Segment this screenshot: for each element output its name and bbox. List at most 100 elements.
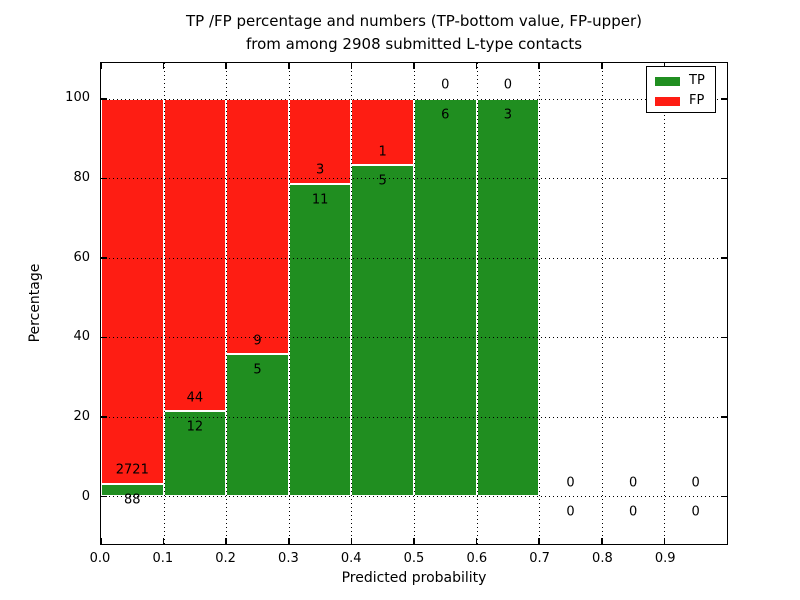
legend-label-tp: TP: [689, 73, 705, 88]
fp-count-label: 1: [378, 144, 387, 159]
fp-count-label: 2721: [115, 462, 149, 478]
y-tick-label: 40: [73, 329, 90, 345]
x-tick-mark: [350, 538, 353, 544]
y-gridline: [101, 496, 727, 498]
x-tick-label: 0.1: [152, 551, 174, 566]
y-gridline: [101, 98, 727, 100]
x-tick-mark: [663, 538, 666, 544]
x-gridline: [226, 63, 228, 544]
x-tick-mark: [413, 538, 415, 544]
tp-bar-segment: [476, 98, 540, 497]
y-tick-label: 100: [65, 89, 90, 105]
tp-count-label: 11: [311, 192, 329, 208]
x-tick-mark: [538, 63, 540, 69]
x-gridline: [414, 63, 415, 544]
y-tick-mark: [101, 495, 107, 498]
fp-bar-segment: [288, 98, 352, 184]
y-tick-mark: [721, 416, 727, 418]
x-tick-mark: [162, 63, 165, 69]
tp-count-label: 0: [691, 504, 700, 520]
tp-bar-segment: [288, 183, 352, 497]
fp-count-label: 0: [441, 77, 450, 93]
x-axis-label: Predicted probability: [341, 570, 487, 586]
tp-bar-segment: [351, 165, 414, 497]
tp-count-label: 3: [503, 107, 513, 123]
tp-color-swatch-icon: [655, 76, 680, 86]
y-tick-mark: [101, 336, 107, 339]
fp-count-label: 9: [253, 333, 262, 349]
tp-count-label: 88: [124, 492, 141, 508]
fp-count-label: 44: [186, 390, 204, 406]
y-tick-mark: [721, 98, 727, 100]
y-gridline: [101, 337, 727, 339]
x-tick-mark: [225, 63, 227, 69]
y-tick-mark: [101, 98, 107, 100]
y-tick-label: 60: [73, 249, 90, 265]
chart-title-line-2: from among 2908 submitted L-type contact…: [245, 35, 583, 53]
tp-count-label: 0: [566, 504, 575, 520]
y-tick-mark: [721, 177, 727, 180]
fp-color-swatch-icon: [655, 96, 680, 106]
chart-title: TP /FP percentage and numbers (TP-bottom…: [100, 10, 728, 56]
legend: TP FP: [646, 66, 716, 113]
fp-bar-segment: [163, 98, 227, 412]
tp-count-label: 0: [628, 504, 638, 520]
x-tick-mark: [350, 63, 353, 69]
tp-count-label: 5: [253, 362, 262, 378]
legend-label-fp: FP: [689, 93, 705, 108]
y-tick-label: 0: [81, 489, 90, 505]
y-axis-label: Percentage: [27, 263, 43, 343]
y-gridline: [101, 416, 727, 418]
x-gridline: [601, 63, 603, 544]
x-tick-mark: [601, 538, 603, 544]
tp-count-label: 5: [378, 173, 387, 189]
x-tick-mark: [100, 538, 102, 544]
x-tick-mark: [288, 538, 290, 544]
x-tick-label: 0.3: [278, 551, 299, 566]
x-gridline: [664, 63, 666, 544]
y-tick-label: 80: [73, 169, 90, 185]
fp-bar-segment: [101, 98, 164, 484]
chart-title-line-1: TP /FP percentage and numbers (TP-bottom…: [186, 12, 642, 30]
x-tick-mark: [225, 538, 227, 544]
x-tick-mark: [538, 538, 540, 544]
y-tick-label: 20: [73, 409, 90, 425]
fp-count-label: 3: [315, 162, 325, 178]
y-gridline: [101, 178, 727, 180]
y-tick-mark: [101, 257, 107, 259]
y-tick-mark: [721, 257, 727, 259]
x-tick-label: 0.2: [215, 551, 236, 566]
x-gridline: [288, 63, 290, 544]
x-tick-label: 0.5: [403, 551, 425, 566]
tp-bar-segment: [414, 98, 477, 497]
fp-bar-segment: [226, 98, 289, 355]
x-gridline: [539, 63, 541, 544]
x-tick-mark: [162, 538, 165, 544]
x-gridline: [351, 63, 353, 544]
x-gridline: [476, 63, 478, 544]
legend-item-tp: TP: [655, 71, 715, 91]
y-tick-mark: [101, 177, 107, 180]
x-tick-label: 0.8: [592, 551, 613, 566]
x-tick-mark: [475, 63, 478, 69]
x-tick-label: 0.6: [466, 551, 488, 566]
tp-bar-segment: [101, 483, 164, 497]
x-tick-mark: [100, 63, 102, 69]
tp-count-label: 12: [186, 419, 204, 435]
x-tick-mark: [475, 538, 478, 544]
x-tick-label: 0.9: [654, 551, 676, 566]
x-tick-label: 0.4: [340, 551, 362, 566]
tp-bar-segment: [163, 411, 227, 497]
fp-count-label: 0: [503, 77, 513, 93]
fp-count-label: 0: [628, 475, 638, 491]
fp-count-label: 0: [691, 475, 700, 491]
x-tick-mark: [413, 63, 415, 69]
y-tick-mark: [721, 336, 727, 339]
x-gridline: [163, 63, 165, 544]
x-tick-label: 0.7: [529, 551, 550, 566]
x-tick-label: 0.0: [89, 551, 111, 566]
fp-count-label: 0: [566, 475, 575, 491]
y-tick-mark: [101, 416, 107, 418]
x-tick-mark: [601, 63, 603, 69]
